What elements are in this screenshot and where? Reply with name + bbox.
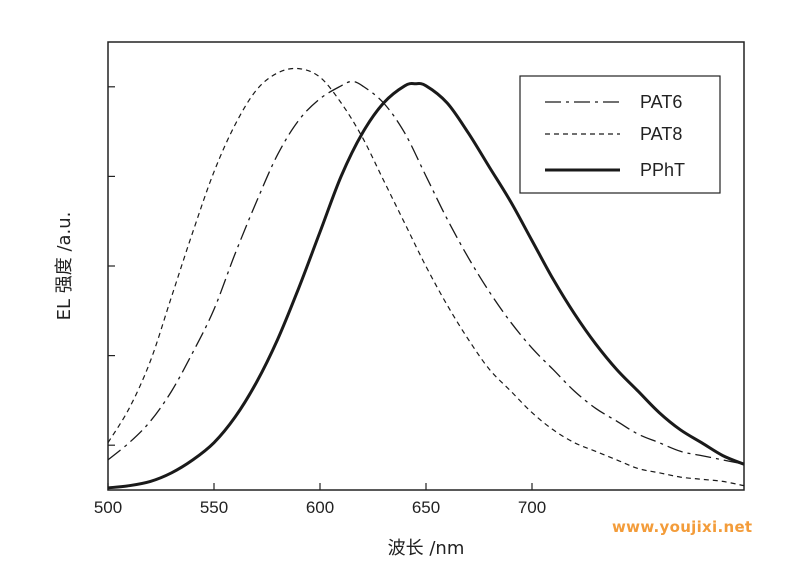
- watermark-text: www.youjixi.net: [612, 518, 753, 536]
- y-axis-title: EL 强度 /a.u.: [54, 212, 75, 321]
- x-tick-label: 700: [518, 498, 546, 517]
- x-tick-label: 550: [200, 498, 228, 517]
- y-axis-ticks: [108, 86, 115, 446]
- x-tick-label: 500: [94, 498, 122, 517]
- series-layer: [107, 67, 745, 490]
- x-tick-label: 650: [412, 498, 440, 517]
- legend-label-pat8: PAT8: [640, 124, 682, 144]
- legend-label-ppht: PPhT: [640, 160, 685, 180]
- series-line-pat6: [107, 80, 745, 465]
- x-axis-title: 波长 /nm: [388, 538, 465, 559]
- legend-label-pat6: PAT6: [640, 92, 682, 112]
- legend: PAT6 PAT8 PPhT: [519, 75, 721, 194]
- series-line-ppht: [107, 82, 745, 490]
- x-tick-label: 600: [306, 498, 334, 517]
- x-axis-ticks: 500 550 600 650 700: [94, 483, 546, 517]
